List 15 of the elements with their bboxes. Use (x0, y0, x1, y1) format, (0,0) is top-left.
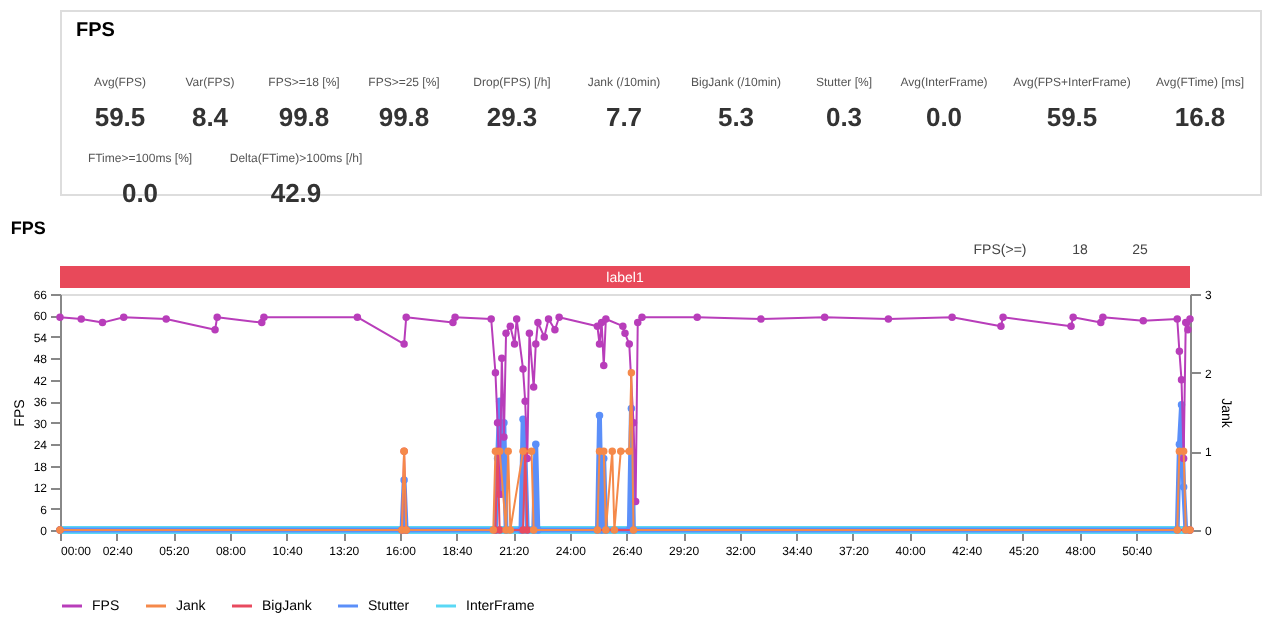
text: 0.0 (925, 102, 963, 132)
text: 5.3 (717, 102, 755, 132)
text: 99.8 (278, 102, 330, 132)
text: 42.9 (270, 178, 322, 208)
text: 99.8 (378, 102, 430, 132)
chart-title: FPS (10, 218, 46, 238)
text: 7.7 (605, 102, 643, 132)
text: FPS (76, 20, 116, 42)
text: 0.0 (121, 178, 159, 208)
text: 29.3 (486, 102, 538, 132)
text: 59.5 (1046, 102, 1098, 132)
text: 8.4 (191, 102, 230, 132)
text: 0.3 (825, 102, 863, 132)
text: 16.8 (1174, 102, 1226, 132)
text: 59.5 (94, 102, 146, 132)
